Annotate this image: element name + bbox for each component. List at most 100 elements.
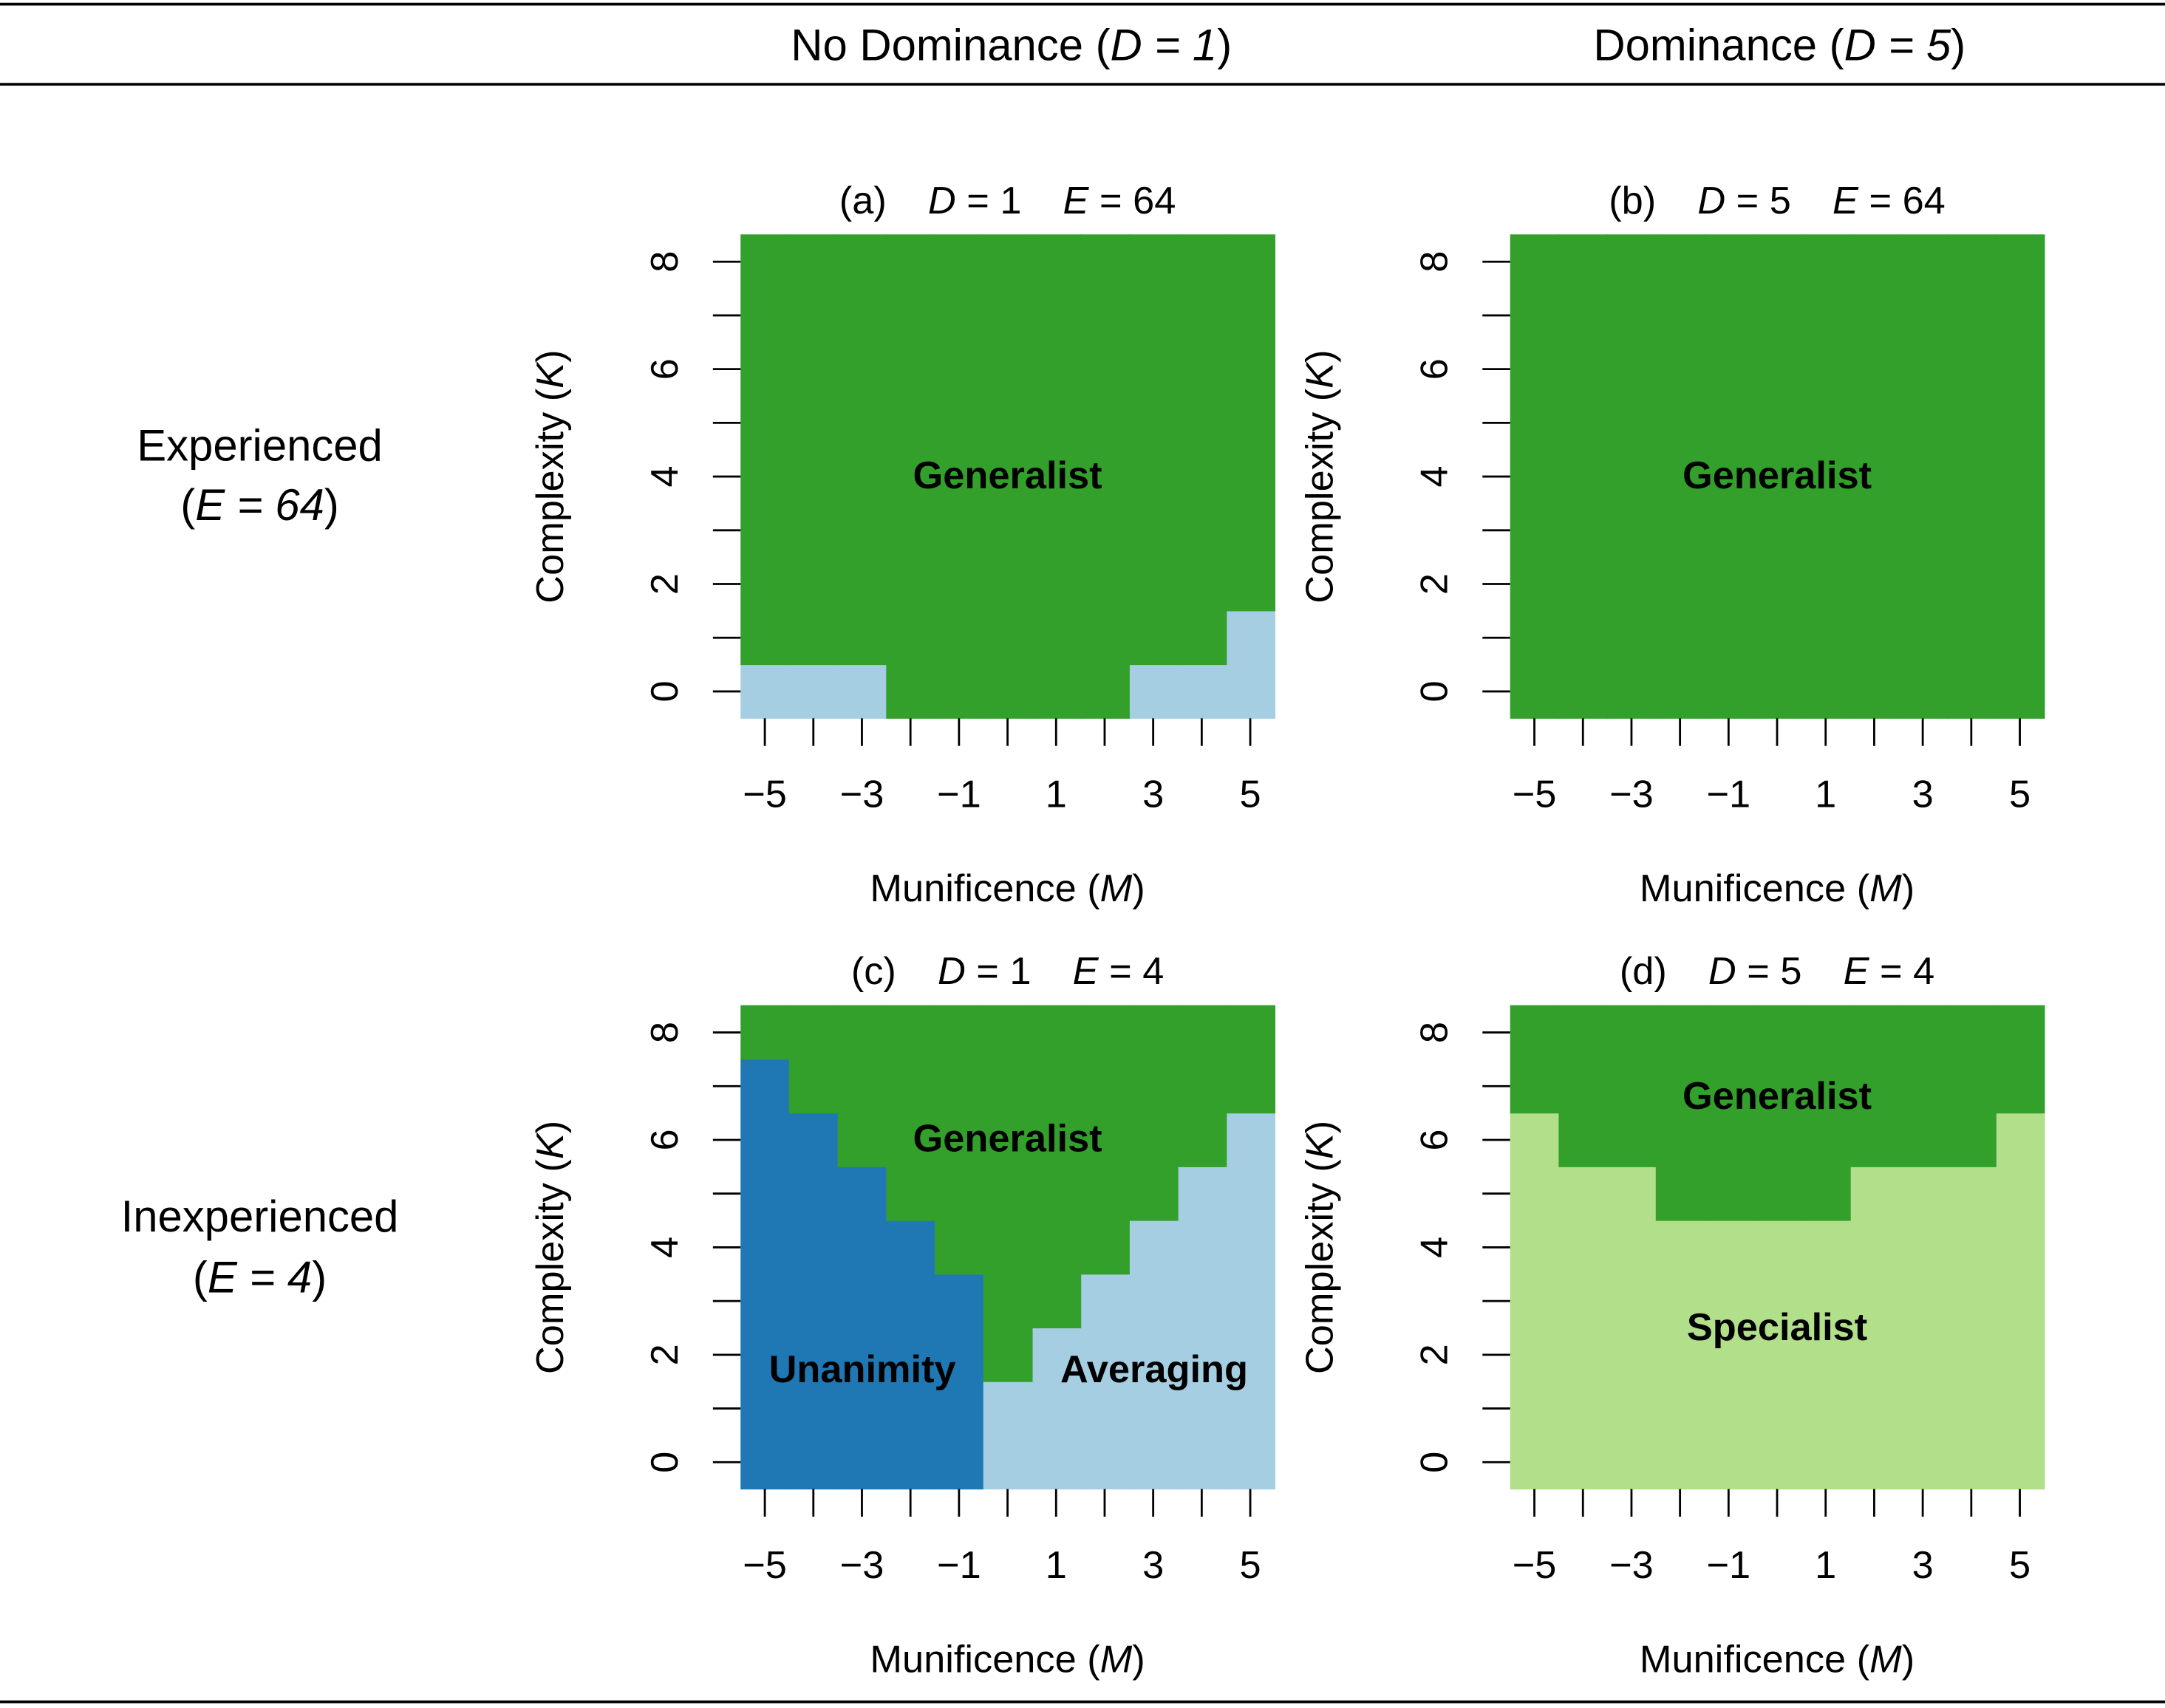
region-cell xyxy=(1946,1166,1997,1490)
row-header: (E = 64) xyxy=(180,480,339,530)
region-cell xyxy=(983,1381,1033,1490)
y-tick-label: 4 xyxy=(644,1237,686,1258)
region-cell xyxy=(1655,234,1705,719)
region-cell xyxy=(1704,1005,1754,1221)
region-cell xyxy=(1704,1220,1754,1490)
panel-title-part: = 1 xyxy=(956,180,1022,222)
region-cell xyxy=(1801,234,1851,719)
x-tick-label: 1 xyxy=(1815,773,1836,816)
y-axis-label-part: ) xyxy=(1298,1121,1341,1133)
y-axis-label-part: ) xyxy=(529,349,572,362)
region-cell xyxy=(1753,234,1803,719)
x-tick-label: −5 xyxy=(1513,1544,1557,1587)
column-header-part: Dominance ( xyxy=(1593,20,1844,69)
region-cell xyxy=(1753,1220,1803,1490)
x-axis-label-part: Munificence ( xyxy=(1640,867,1870,910)
x-tick-label: −5 xyxy=(743,773,787,816)
region-cell xyxy=(1080,1005,1130,1275)
region-cell xyxy=(1995,1113,2045,1490)
x-axis-label-part: ) xyxy=(1132,1638,1145,1681)
panel-title: (d) D = 5 E = 4 xyxy=(1620,950,1934,993)
panel-title-part: = 5 xyxy=(1736,950,1802,993)
y-tick-label: 2 xyxy=(644,573,686,595)
y-tick-label: 8 xyxy=(644,1022,686,1043)
column-header-part: ) xyxy=(1217,20,1232,69)
region-cell xyxy=(740,234,791,666)
column-header: No Dominance (D = 1) xyxy=(791,20,1232,69)
region-cell xyxy=(1849,234,1900,719)
region-label: Generalist xyxy=(1682,454,1872,497)
panel-title-part: D xyxy=(1708,950,1736,993)
x-axis-label-part: Munificence ( xyxy=(870,1638,1100,1681)
y-tick-label: 8 xyxy=(1413,1022,1456,1043)
y-tick-label: 2 xyxy=(1413,573,1456,595)
panel-title: (b) D = 5 E = 64 xyxy=(1609,180,1946,222)
x-tick-label: −3 xyxy=(1609,773,1654,816)
region-cell xyxy=(837,664,887,719)
x-axis-label-part: M xyxy=(1100,1638,1133,1681)
panel-title-part: E xyxy=(1073,950,1099,993)
region-cell xyxy=(935,234,984,719)
x-axis-label-part: ) xyxy=(1132,867,1145,910)
region-cell xyxy=(1510,1005,1560,1114)
region-cell xyxy=(983,1005,1033,1382)
region-cell xyxy=(1704,234,1754,719)
region-cell xyxy=(1226,1005,1276,1114)
row-header-part: E = 64 xyxy=(195,480,324,530)
region-cell xyxy=(1558,1005,1609,1167)
row-header: Experienced xyxy=(137,420,383,470)
x-tick-label: −1 xyxy=(937,773,981,816)
region-cell xyxy=(1801,1005,1851,1221)
panel-title-part: (c) xyxy=(851,950,896,993)
region-label: Averaging xyxy=(1060,1348,1248,1391)
x-axis-label: Munificence (M) xyxy=(1640,1638,1915,1681)
region-cell xyxy=(837,1166,887,1490)
panel-title: (c) D = 1 E = 4 xyxy=(851,950,1165,993)
region-cell xyxy=(1946,234,1997,719)
region-cell xyxy=(788,234,839,666)
region-cell xyxy=(1995,234,2045,719)
panel-title-part: D xyxy=(938,950,966,993)
x-axis-label-part: M xyxy=(1869,867,1902,910)
region-cell xyxy=(1032,1005,1082,1329)
x-tick-label: −3 xyxy=(840,773,884,816)
row-header-part: ( xyxy=(193,1252,208,1302)
region-cell xyxy=(1510,234,1560,719)
region-cell xyxy=(1849,1166,1900,1490)
y-tick-label: 4 xyxy=(1413,1237,1456,1258)
row-header-part: ) xyxy=(312,1252,327,1302)
region-cell xyxy=(1128,664,1179,719)
x-tick-label: 3 xyxy=(1142,773,1164,816)
region-cell xyxy=(837,1005,887,1167)
x-axis-label-part: Munificence ( xyxy=(870,867,1100,910)
panel-title-part: D xyxy=(1697,180,1725,222)
region-cell xyxy=(1128,1220,1179,1490)
panel-title-part: (d) xyxy=(1620,950,1667,993)
y-axis-label-part: K xyxy=(1298,1132,1341,1159)
region-cell xyxy=(1898,1005,1948,1167)
y-axis-label: Complexity (K) xyxy=(529,1121,572,1374)
y-axis-label-part: K xyxy=(529,361,572,389)
y-axis-label-part: K xyxy=(529,1132,572,1159)
panel-title-part: = 4 xyxy=(1869,950,1934,993)
row-header-part: ( xyxy=(180,480,195,530)
y-axis-label-part: Complexity ( xyxy=(1298,1159,1341,1374)
y-tick-label: 6 xyxy=(644,358,686,380)
x-tick-label: 1 xyxy=(1046,773,1067,816)
panel-title-part: (a) xyxy=(839,180,887,222)
y-axis-label: Complexity (K) xyxy=(1298,1121,1341,1374)
region-cell xyxy=(1226,610,1276,719)
x-tick-label: −1 xyxy=(1706,1544,1750,1587)
y-tick-label: 2 xyxy=(644,1344,686,1365)
panel-title: (a) D = 1 E = 64 xyxy=(839,180,1176,222)
region-cell xyxy=(1607,1005,1657,1167)
row-header: (E = 4) xyxy=(193,1252,327,1302)
region-cell xyxy=(886,1220,936,1490)
region-cell xyxy=(1607,234,1657,719)
region-cell xyxy=(788,664,839,719)
region-cell xyxy=(1995,1005,2045,1114)
x-axis-label-part: ) xyxy=(1902,867,1915,910)
x-tick-label: 5 xyxy=(1239,773,1261,816)
region-cell xyxy=(1226,1113,1276,1490)
panel-title-part: = 5 xyxy=(1725,180,1791,222)
